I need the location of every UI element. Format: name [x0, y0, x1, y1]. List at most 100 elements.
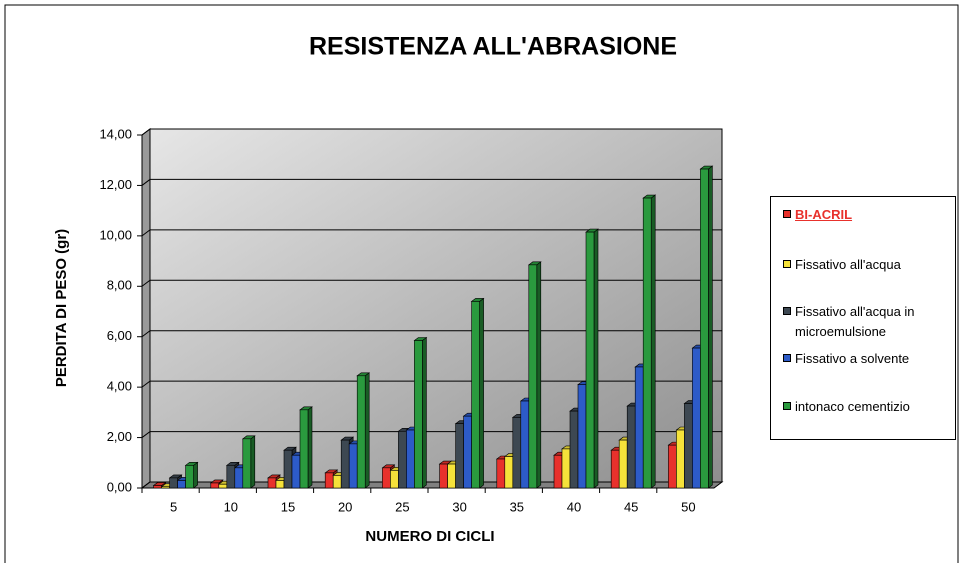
bar-side: [479, 297, 484, 489]
legend-label: Fissativo all'acqua in microemulsione: [795, 304, 915, 339]
bar: [520, 400, 530, 489]
x-tick-label: 20: [338, 499, 352, 514]
bar: [291, 454, 301, 489]
bar: [569, 410, 579, 489]
bar: [177, 480, 186, 489]
bar-side: [250, 435, 256, 489]
legend-item: Fissativo all'acqua in microemulsione: [783, 302, 953, 342]
legend-item: BI-ACRIL: [783, 205, 953, 225]
bar: [161, 486, 170, 489]
y-tick-label: 14,00: [99, 126, 132, 141]
bar: [340, 439, 350, 489]
bar: [153, 485, 162, 489]
bar: [226, 465, 236, 489]
bar: [242, 438, 252, 489]
x-tick-label: 15: [281, 499, 295, 514]
legend-swatch: [783, 354, 791, 362]
legend-swatch: [783, 307, 791, 315]
bar: [642, 197, 652, 489]
grid-line: [141, 128, 722, 136]
bar-side: [593, 228, 599, 489]
x-tick-label: 35: [510, 499, 524, 514]
bar-side: [650, 194, 656, 489]
bar: [610, 449, 620, 489]
y-axis-title: PERDITA DI PESO (gr): [53, 229, 70, 387]
x-tick-label: 40: [567, 499, 581, 514]
bar: [299, 409, 309, 489]
bar: [634, 366, 644, 489]
x-axis-title: NUMERO DI CICLI: [365, 528, 494, 545]
bar: [414, 340, 423, 489]
legend-label: BI-ACRIL: [795, 207, 853, 222]
bar-side: [364, 372, 370, 489]
bar-side: [307, 406, 313, 489]
bar: [210, 482, 220, 489]
bar: [324, 472, 334, 489]
x-tick-label: 30: [452, 499, 466, 514]
bar: [577, 384, 587, 489]
bar: [684, 403, 693, 489]
bar: [406, 429, 415, 489]
bar: [283, 449, 293, 489]
legend-item: intonaco cementizio: [783, 397, 953, 417]
bar: [463, 415, 472, 489]
bar: [348, 443, 358, 489]
bar: [700, 168, 709, 489]
bar: [218, 483, 228, 489]
bar: [618, 439, 628, 489]
bar-side: [422, 336, 427, 489]
grid-line: [141, 229, 722, 237]
y-tick-label: 10,00: [99, 227, 132, 242]
bar: [356, 375, 366, 489]
bar: [398, 430, 407, 489]
bar: [169, 477, 178, 489]
grid-line: [141, 178, 722, 186]
bar: [332, 475, 342, 489]
legend-swatch: [783, 260, 791, 268]
bar: [512, 417, 522, 489]
bar: [439, 463, 448, 489]
legend-item: Fissativo all'acqua: [783, 255, 953, 275]
y-tick-label: 0,00: [107, 479, 132, 494]
bar: [471, 301, 480, 489]
chart-title: RESISTENZA ALL'ABRASIONE: [309, 33, 677, 61]
bar: [668, 444, 677, 489]
x-tick-label: 50: [681, 499, 695, 514]
bar: [504, 456, 514, 489]
bar: [234, 467, 244, 489]
bar: [692, 347, 701, 489]
bar: [561, 448, 571, 489]
bar: [585, 231, 595, 489]
bar-side: [708, 165, 713, 489]
y-tick-label: 6,00: [107, 328, 132, 343]
bar: [496, 458, 506, 489]
chart-frame: [4, 4, 959, 563]
bar: [676, 429, 685, 489]
bar: [528, 264, 538, 489]
legend-label: Fissativo all'acqua: [795, 257, 901, 272]
legend-swatch: [783, 402, 791, 410]
bar-side: [536, 261, 542, 489]
bar: [390, 470, 399, 489]
x-tick-label: 45: [624, 499, 638, 514]
bar: [275, 480, 285, 489]
bar: [447, 463, 456, 489]
legend-label: Fissativo a solvente: [795, 351, 910, 366]
bar: [185, 465, 194, 489]
y-tick-label: 2,00: [107, 429, 132, 444]
x-tick-label: 25: [395, 499, 409, 514]
bar: [267, 477, 277, 489]
x-tick-label: 5: [170, 499, 177, 514]
legend-item: Fissativo a solvente: [783, 349, 953, 369]
bar: [382, 467, 391, 489]
legend-label: intonaco cementizio: [795, 399, 910, 414]
legend: BI-ACRIL Fissativo all'acqua Fissativo all…: [770, 196, 956, 440]
x-tick-label: 10: [224, 499, 238, 514]
bar: [553, 454, 563, 489]
y-tick-label: 4,00: [107, 379, 132, 394]
bar-side: [193, 461, 198, 489]
bar: [626, 405, 636, 489]
legend-swatch: [783, 210, 791, 218]
